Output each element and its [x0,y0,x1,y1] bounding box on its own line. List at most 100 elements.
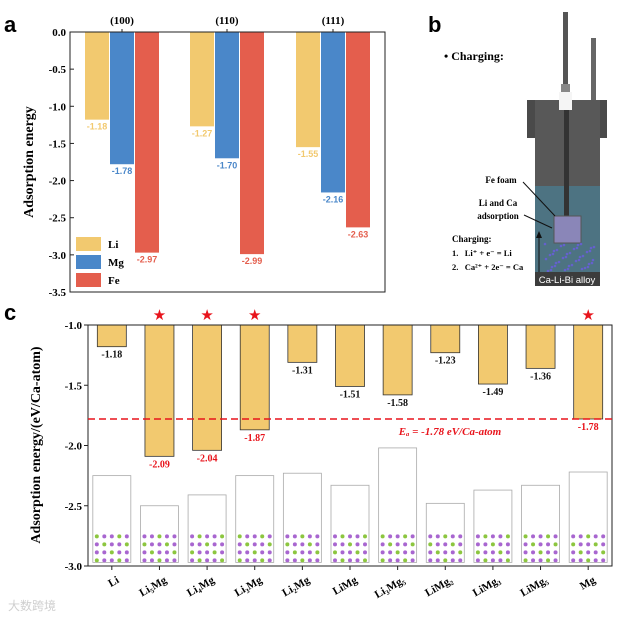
atom [205,542,210,547]
adsorption-label-2: adsorption [477,211,519,221]
category-label: LiMg [331,574,360,598]
atom [601,550,606,555]
electrode-rod-icon [563,12,568,86]
atom [267,534,272,539]
atom [205,558,210,563]
atom [300,534,305,539]
ion-dot [580,267,584,271]
atom [260,542,265,547]
atom [523,534,528,539]
atom [205,550,210,555]
atom [260,550,265,555]
insulator-icon [559,92,572,110]
atom [395,558,400,563]
atom [403,550,408,555]
atom [443,542,448,547]
atom [307,542,312,547]
atom [333,558,337,563]
atom [435,550,440,555]
atom [410,542,415,547]
bar-fe [135,32,159,253]
atom [197,542,202,547]
bar-li [190,32,214,127]
atom [458,558,463,563]
atom [593,558,598,563]
atom [355,550,360,555]
atom [538,550,543,555]
ion-dot [544,257,548,261]
atom [505,542,510,547]
ion-dot [572,247,576,251]
atom [197,534,202,539]
bar [144,324,175,457]
atom [172,550,177,555]
ion-dot [589,246,593,250]
category-label: Mg [578,574,598,593]
data-label: -1.18 [87,122,108,132]
atom [292,542,297,547]
data-label: -1.18 [101,350,122,361]
atom [245,558,250,563]
ion-dot [551,252,555,256]
category-label: (100) [110,15,134,27]
atom [142,542,147,547]
atom [483,550,488,555]
atom [483,534,488,539]
y-tick-label: -0.5 [49,64,67,76]
crystal-structure [282,472,322,563]
reaction-1: 1. Li⁺ + e⁻ = Li [452,248,512,258]
ion-dot [585,250,589,254]
atom [553,534,558,539]
atom [505,534,510,539]
atom [333,550,337,555]
atom [315,534,320,539]
data-label: -2.99 [242,256,263,266]
atom [475,558,480,563]
atom [285,558,290,563]
ion-dot [578,255,582,259]
atom [553,550,558,555]
atom [285,550,290,555]
atom [483,542,488,547]
ion-dot [575,246,579,250]
category-label: Li [106,574,121,590]
atom [109,558,114,563]
ion-dot [555,248,559,252]
y-axis-title: Adsorption energy [22,106,37,218]
y-tick-label: 0.0 [52,27,66,39]
category-label: LiMg₅ [518,574,550,600]
ion-particles-icon [543,242,596,273]
atom [458,542,463,547]
chart-c-adsorption-by-alloy: -1.18 Li -2.09 ★ Li₅Mg -2.04 ★ Li₄Mg -1.87 ★ Li₃Mg… [29,307,613,601]
atom [363,550,367,555]
atom [450,558,455,563]
atom [212,550,217,555]
atom [601,542,606,547]
category-label: Li₅Mg [137,574,169,599]
atom [428,558,433,563]
bar [96,324,127,348]
ion-dot [561,256,565,260]
atom [109,542,114,547]
atom [498,550,503,555]
bar-fe [346,32,370,228]
ion-dot [548,253,552,257]
atom [212,542,217,547]
ion-dot [552,249,556,253]
y-tick-label: -3.0 [49,250,67,262]
atom [601,558,606,563]
atom [102,534,107,539]
atom [237,542,242,547]
atom [94,550,99,555]
bar [573,324,604,420]
bar-fe [240,32,264,255]
ion-dot [579,242,583,246]
atom [553,542,558,547]
data-label: -1.78 [112,166,133,176]
atom [149,534,154,539]
atom [333,542,337,547]
crystal-structure [235,475,275,563]
atom [443,534,448,539]
atom [395,534,400,539]
atom [117,542,122,547]
